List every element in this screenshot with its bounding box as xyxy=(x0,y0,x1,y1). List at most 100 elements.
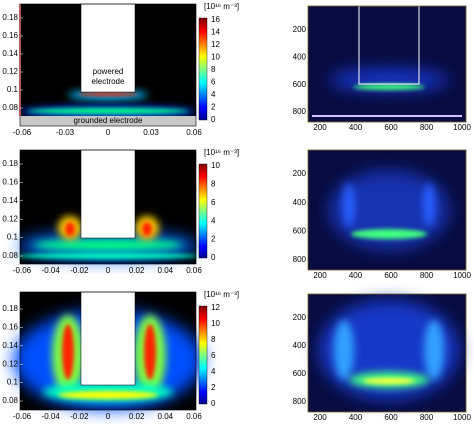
x-tick-label: 0.04 xyxy=(158,412,174,421)
simulation-panel: 0.180.160.140.120.10.08-0.06 -0.04 -0.02 0 0… xyxy=(2,148,239,275)
y-tick-label: 0.08 xyxy=(2,103,18,112)
colorbar-tick-label: 6 xyxy=(211,198,216,207)
colorbar-tick-label: 10 xyxy=(211,319,220,328)
y-tick-label: 0.1 xyxy=(7,85,19,94)
x-tick-label: 0.06 xyxy=(186,412,202,421)
x-tick-label: -0.04 xyxy=(42,412,61,421)
density-glow xyxy=(142,222,152,236)
colorbar xyxy=(198,17,208,121)
colorbar-tick-label: 4 xyxy=(211,90,216,99)
emission-glow xyxy=(424,320,444,380)
image-frame xyxy=(307,149,467,271)
image-frame xyxy=(307,5,467,123)
plot-frame xyxy=(19,149,197,265)
density-glow xyxy=(65,222,75,236)
x-tick-label: 0.06 xyxy=(186,266,202,275)
y-tick-label: 800 xyxy=(293,255,307,264)
x-tick-label: 0.02 xyxy=(129,266,145,275)
y-tick-label: 0.18 xyxy=(2,159,18,168)
y-tick-label: 200 xyxy=(293,169,307,178)
y-tick-label: 400 xyxy=(293,341,307,350)
x-tick-label: 0 xyxy=(106,266,111,275)
emission-glow xyxy=(351,229,427,239)
y-tick-label: 0.14 xyxy=(2,196,18,205)
emission-glow xyxy=(319,300,459,400)
colorbar-tick-label: 8 xyxy=(211,180,216,189)
image-background xyxy=(308,6,466,122)
emission-glow xyxy=(363,378,415,384)
colorbar-tick-label: 12 xyxy=(211,303,220,312)
x-tick-label: 200 xyxy=(313,271,327,280)
y-tick-label: 600 xyxy=(293,80,307,89)
x-tick-label: -0.02 xyxy=(70,412,89,421)
x-tick-label: 0.06 xyxy=(186,128,202,137)
emission-glow xyxy=(423,183,435,227)
x-tick-label: 600 xyxy=(384,413,398,422)
x-tick-label: -0.02 xyxy=(70,266,89,275)
colorbar-tick-label: 4 xyxy=(211,367,216,376)
colorbar-tick-label: 0 xyxy=(211,399,216,408)
x-tick-label: 0 xyxy=(106,412,111,421)
powered-electrode xyxy=(80,149,136,239)
x-tick-label: 400 xyxy=(349,123,363,132)
simulation-panel: 0.180.160.140.120.10.08-0.06 -0.04 -0.02 0 0… xyxy=(2,290,239,421)
density-glow xyxy=(62,324,74,380)
experiment-panel: 200 400 600 800 200 400 600 800 1000 xyxy=(293,149,471,280)
density-glow xyxy=(33,239,183,251)
x-tick-label: 600 xyxy=(384,271,398,280)
emission-glow xyxy=(353,84,425,90)
colorbar-tick-label: 12 xyxy=(211,40,220,49)
colorbar-tick-label: 0 xyxy=(211,115,216,124)
y-tick-label: 800 xyxy=(293,107,307,116)
colorbar xyxy=(198,305,208,405)
y-tick-label: 0.12 xyxy=(2,214,18,223)
x-tick-label: -0.04 xyxy=(42,266,61,275)
plot-frame xyxy=(19,3,197,127)
emission-glow xyxy=(343,183,355,227)
y-tick-label: 0.18 xyxy=(2,13,18,22)
x-tick-label: 200 xyxy=(313,413,327,422)
x-tick-label: -0.06 xyxy=(13,412,32,421)
y-tick-label: 800 xyxy=(293,397,307,406)
x-tick-label: 600 xyxy=(384,123,398,132)
x-tick-label: -0.06 xyxy=(13,266,32,275)
colorbar-tick-label: 6 xyxy=(211,78,216,87)
colorbar-tick-label: 2 xyxy=(211,235,216,244)
density-glow xyxy=(18,253,198,259)
x-tick-label: 800 xyxy=(420,123,434,132)
density-glow xyxy=(58,391,158,399)
colorbar-tick-label: 16 xyxy=(211,15,220,24)
y-tick-label: 600 xyxy=(293,369,307,378)
y-tick-label: 600 xyxy=(293,226,307,235)
x-tick-label: 400 xyxy=(349,413,363,422)
colorbar-unit: [10¹⁶ m⁻³] xyxy=(204,148,239,157)
colorbar-tick-label: 0 xyxy=(211,253,216,262)
powered-label-line: electrode xyxy=(92,77,125,86)
colorbar-tick-label: 8 xyxy=(211,65,216,74)
x-tick-label: -0.03 xyxy=(56,128,75,137)
y-tick-label: 0.16 xyxy=(2,31,18,40)
y-tick-label: 0.1 xyxy=(7,233,19,242)
plot-frame xyxy=(19,291,197,411)
y-tick-label: 0.08 xyxy=(2,396,18,405)
y-tick-label: 0.1 xyxy=(7,378,19,387)
y-tick-label: 200 xyxy=(293,313,307,322)
powered-label-line: powered xyxy=(93,67,124,76)
colorbar-tick-label: 10 xyxy=(211,161,220,170)
density-glow xyxy=(28,108,188,114)
x-tick-label: 0.02 xyxy=(129,412,145,421)
y-tick-label: 400 xyxy=(293,52,307,61)
emission-glow xyxy=(329,170,449,250)
y-tick-label: 0.14 xyxy=(2,49,18,58)
grounded-electrode xyxy=(20,116,196,126)
colorbar-tick-label: 4 xyxy=(211,216,216,225)
x-tick-label: -0.06 xyxy=(13,128,32,137)
y-tick-label: 200 xyxy=(293,25,307,34)
x-tick-label: 1000 xyxy=(453,271,471,280)
y-tick-label: 0.12 xyxy=(2,67,18,76)
density-glow xyxy=(144,324,156,380)
experiment-panel: 200 400 600 800 200 400 600 800 1000 xyxy=(293,5,471,132)
y-tick-label: 0.16 xyxy=(2,323,18,332)
colorbar-unit: [10¹⁶ m⁻³] xyxy=(204,2,239,11)
